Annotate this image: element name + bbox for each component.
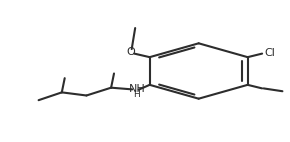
Text: H: H <box>133 90 140 99</box>
Text: Cl: Cl <box>264 48 275 58</box>
Text: O: O <box>126 47 135 57</box>
Text: NH: NH <box>128 84 145 94</box>
